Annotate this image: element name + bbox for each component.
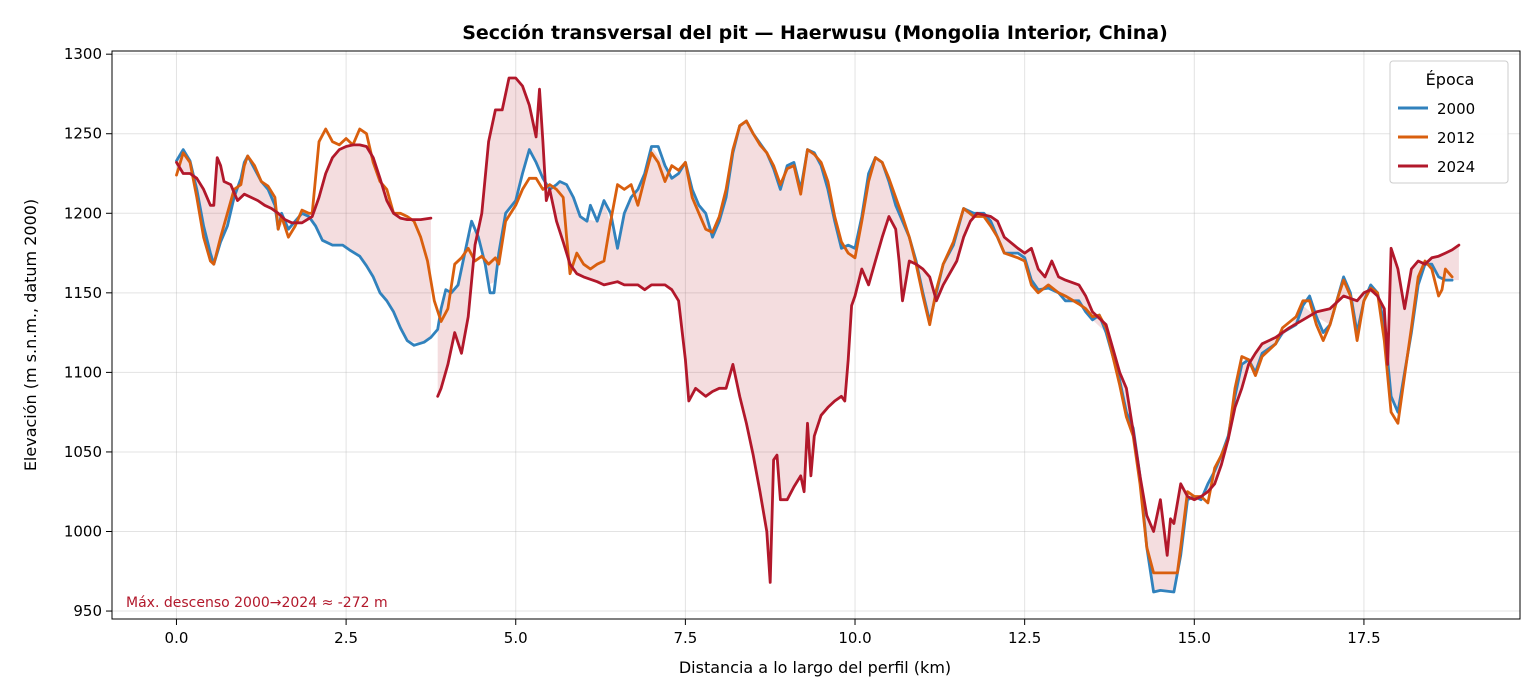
x-tick-label: 10.0 <box>838 629 871 647</box>
y-tick-label: 1050 <box>64 443 102 461</box>
x-tick-label: 2.5 <box>334 629 358 647</box>
y-axis-ticks: 950 1000 1050 1100 1150 1200 1250 1300 <box>64 45 112 620</box>
y-tick-label: 1000 <box>64 522 102 540</box>
series-layer <box>175 76 1461 594</box>
legend: Época 2000 2012 2024 <box>1389 60 1509 184</box>
series-line-2024 <box>175 143 433 225</box>
x-tick-label: 17.5 <box>1347 629 1380 647</box>
plot-frame <box>111 50 1521 620</box>
x-axis-label: Distancia a lo largo del perfil (km) <box>679 658 951 677</box>
legend-label-2000: 2000 <box>1437 100 1475 118</box>
y-tick-label: 1150 <box>64 284 102 302</box>
grid <box>112 51 1520 619</box>
x-tick-label: 5.0 <box>504 629 528 647</box>
legend-box <box>1389 60 1509 184</box>
series-line-2024 <box>436 76 1461 584</box>
max-descent-annotation: Máx. descenso 2000→2024 ≈ -272 m <box>126 595 388 611</box>
x-tick-label: 0.0 <box>165 629 189 647</box>
legend-title: Época <box>1426 70 1475 89</box>
series-line-2012 <box>175 119 1454 575</box>
y-tick-label: 1100 <box>64 363 102 381</box>
x-axis-ticks: 0.0 2.5 5.0 7.5 10.0 12.5 15.0 17.5 <box>165 619 1381 647</box>
x-tick-label: 12.5 <box>1008 629 1041 647</box>
y-tick-label: 1300 <box>64 45 102 63</box>
legend-label-2012: 2012 <box>1437 129 1475 147</box>
difference-fill <box>437 78 1459 592</box>
y-tick-label: 1200 <box>64 204 102 222</box>
y-axis-label: Elevación (m s.n.m., datum 2000) <box>21 199 40 471</box>
y-tick-label: 950 <box>73 602 102 620</box>
x-tick-label: 15.0 <box>1178 629 1211 647</box>
x-tick-label: 7.5 <box>673 629 697 647</box>
difference-fill-layer <box>176 78 1459 592</box>
legend-label-2024: 2024 <box>1437 158 1475 176</box>
chart-title: Sección transversal del pit — Haerwusu (… <box>462 22 1168 44</box>
difference-fill <box>176 144 431 344</box>
y-tick-label: 1250 <box>64 125 102 143</box>
